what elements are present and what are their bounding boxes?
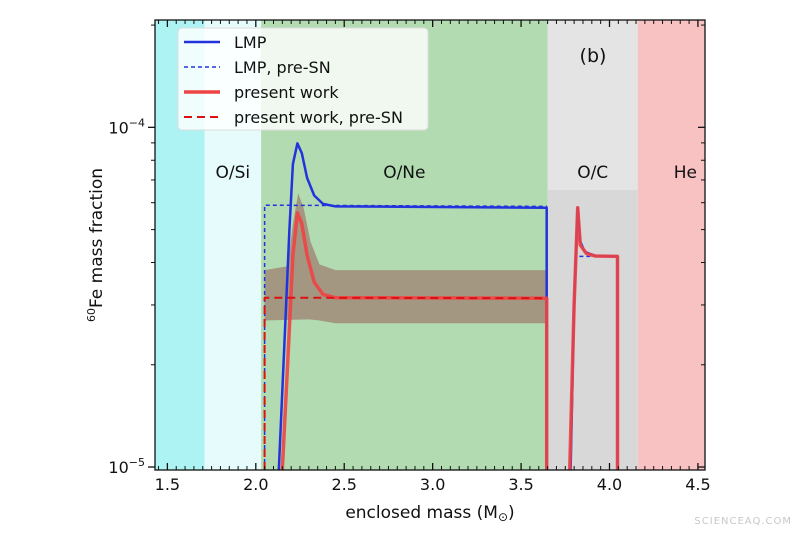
x-tick-label: 4.0 [597, 475, 622, 494]
series-line-present-work [567, 205, 620, 471]
x-tick-label: 3.5 [508, 475, 533, 494]
region-he [637, 20, 705, 470]
region-label: O/Ne [383, 163, 425, 183]
plot-frame [154, 19, 706, 471]
panel-label: (b) [580, 45, 607, 67]
x-tick-label: 1.5 [155, 475, 180, 494]
y-tick-label: 10−4 [108, 116, 145, 137]
legend: LMP LMP, pre-SN present work present work, … [177, 27, 429, 131]
region-label: O/Si [216, 163, 251, 183]
legend-label: LMP [234, 33, 267, 52]
uncertainty-band [264, 193, 548, 324]
x-tick-label: 3.0 [420, 475, 445, 494]
legend-label: present work [234, 83, 339, 102]
series-line-lmp [277, 142, 548, 471]
region-label: O/C [577, 163, 608, 183]
x-axis-label: enclosed mass (M⊙) [345, 503, 514, 524]
legend-box [177, 27, 429, 131]
axis-ticks: 1.5 2.0 2.5 3.0 3.5 4.0 4.5 10−5 10−4 [108, 20, 711, 494]
region-labels: O/Si O/Ne O/C He [216, 163, 697, 183]
uncertainty-band-area [264, 193, 548, 324]
y-axis-label: 60Fe mass fraction [85, 168, 107, 322]
watermark: SCIENCEAQ.COM [694, 516, 792, 527]
y-tick-label: 10−5 [108, 456, 145, 477]
legend-label: LMP, pre-SN [234, 58, 331, 77]
region-label: He [674, 163, 697, 183]
x-tick-label: 2.0 [243, 475, 268, 494]
legend-label: present work, pre-SN [234, 108, 403, 127]
x-tick-label: 4.5 [685, 475, 710, 494]
series-lines [263, 142, 620, 471]
x-tick-label: 2.5 [332, 475, 357, 494]
series-line-present-work-pre-sn [263, 296, 547, 470]
region-oc-upper [547, 20, 638, 190]
